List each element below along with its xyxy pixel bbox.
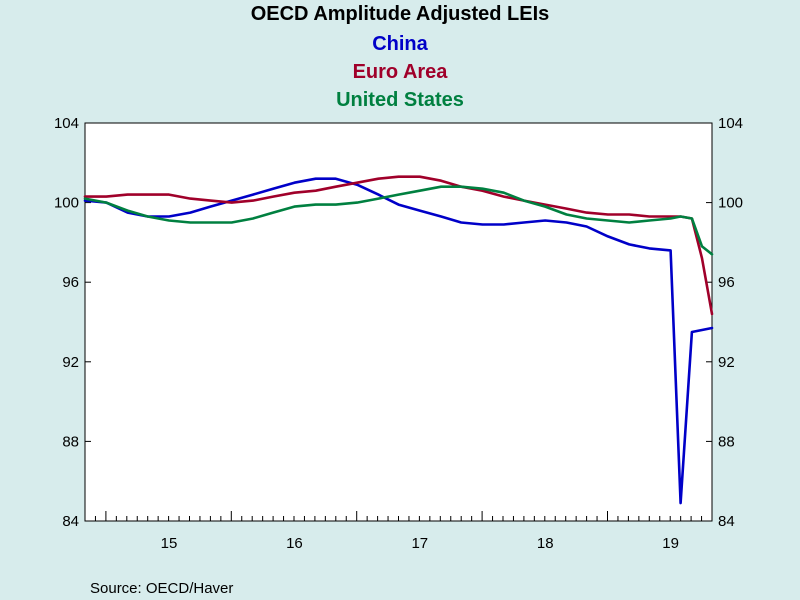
legend-china: China [372,33,428,55]
series-line-united-states [83,185,714,256]
ytick-right-label: 96 [718,274,735,291]
ytick-right-label: 84 [718,513,735,530]
source-note: Source: OECD/Haver [90,580,233,597]
ytick-right-label: 92 [718,354,735,371]
series-line-euro-area [83,175,714,316]
xtick-label: 19 [662,535,679,552]
ytick-left-label: 96 [62,274,79,291]
ytick-right-label: 104 [718,115,743,132]
xtick-label: 18 [537,535,554,552]
series-group [83,175,714,505]
xtick-label: 17 [411,535,428,552]
xtick-label: 15 [161,535,178,552]
chart-title: OECD Amplitude Adjusted LEIs [251,3,550,25]
legend-united-states: United States [336,89,464,111]
plot-area [84,122,713,522]
series-line-china [83,177,714,505]
ytick-left-label: 88 [62,433,79,450]
ytick-left-label: 92 [62,354,79,371]
ytick-left-label: 84 [62,513,79,530]
ytick-right-label: 88 [718,433,735,450]
ytick-right-label: 100 [718,195,743,212]
legend-euro-area: Euro Area [353,61,449,83]
ytick-left-label: 104 [54,115,79,132]
ytick-left-label: 100 [54,195,79,212]
xtick-label: 16 [286,535,303,552]
axes: 84 84 88 88 92 92 96 96 100 100 104 104 15 16 17 18 19 [54,115,743,552]
